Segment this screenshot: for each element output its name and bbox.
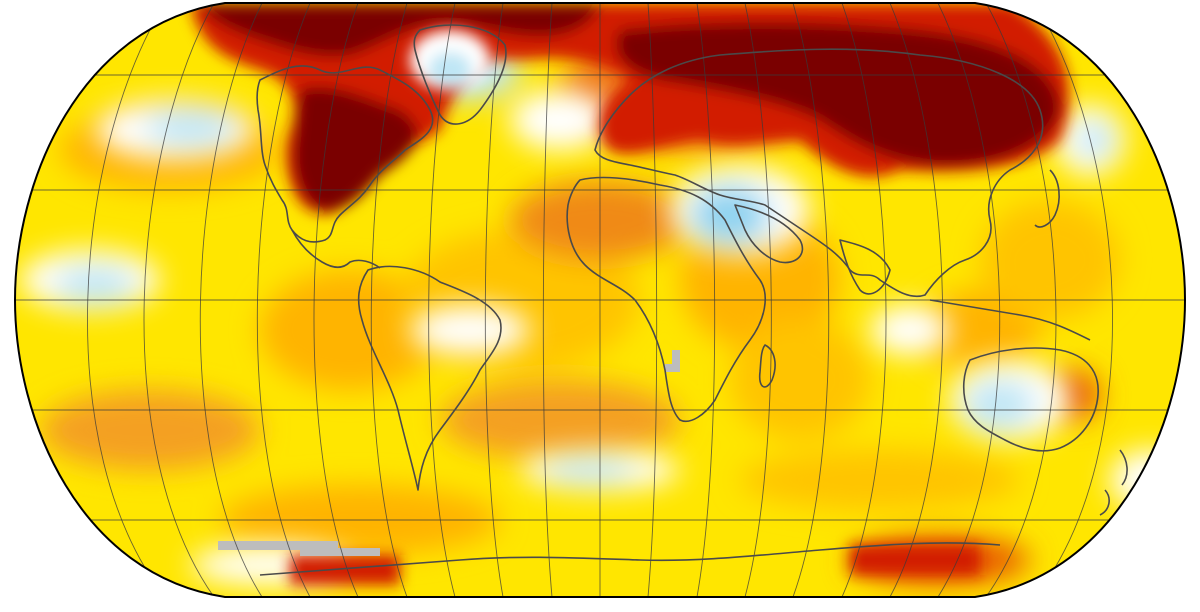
- coast-madagascar: [758, 344, 776, 388]
- coast-antarctica: [259, 542, 1001, 576]
- coast-central-america: [291, 229, 381, 269]
- coast-south-america: [357, 265, 502, 491]
- coast-greenland: [413, 24, 507, 125]
- coast-india: [839, 239, 891, 295]
- coast-australia: [962, 347, 1099, 452]
- missing-data-cells: [218, 350, 680, 556]
- coast-eurasia: [594, 48, 1044, 298]
- coast-indonesia: [929, 299, 1091, 341]
- hot-anomaly-layer: [190, 3, 1070, 585]
- greenland-patch: [410, 30, 490, 90]
- coast-north-america: [256, 65, 434, 243]
- coast-new-zealand: [1099, 449, 1128, 516]
- coast-arabia: [734, 204, 804, 264]
- coastlines: [256, 24, 1128, 576]
- globe-outline: [13, 1, 1187, 598]
- coast-japan: [1034, 169, 1060, 228]
- coast-africa: [566, 176, 766, 422]
